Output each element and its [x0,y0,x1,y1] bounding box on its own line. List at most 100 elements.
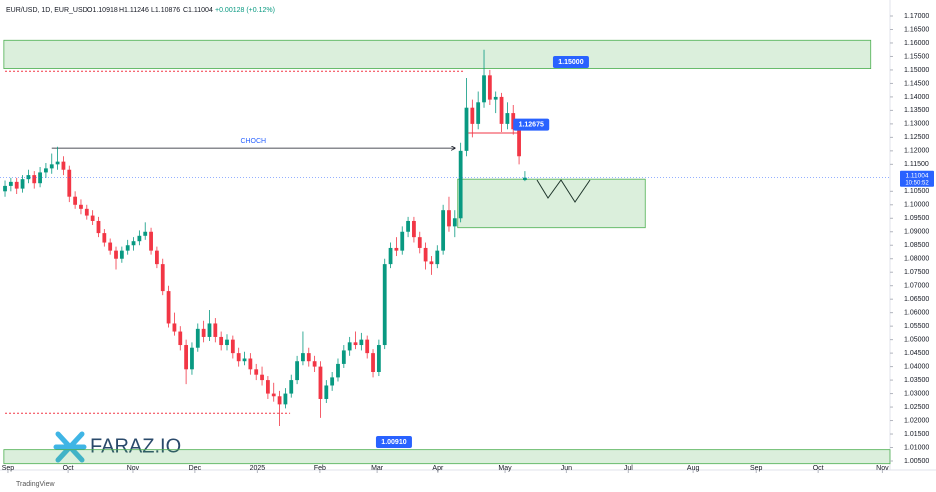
candle-body [458,150,463,219]
candle-body [32,175,37,184]
change: +0.00128 (+0.12%) [215,7,275,14]
y-tick-label: 1.11500 [904,161,929,168]
price-label-box [375,435,412,448]
candle-body [178,331,183,346]
candle-body [336,363,340,378]
price-label: 1.00910 [381,439,406,446]
logo-mark [53,431,87,463]
y-tick-label: 1.08500 [904,242,929,249]
y-tick-label: 1.04500 [904,350,929,357]
candle-body [149,231,153,251]
candle-body [476,102,481,124]
candle-body [14,181,19,189]
candle-body [400,231,405,251]
candle-body [166,291,171,324]
candle-body [365,339,370,354]
candle-body [90,215,95,221]
y-tick-label: 1.15500 [904,53,929,60]
zone [3,449,891,465]
x-tick-label: Jul [624,465,633,472]
y-tick-label: 1.00500 [904,458,929,465]
choch-label: CHOCH [240,138,266,145]
y-tick-label: 1.09000 [904,229,929,236]
x-tick-label: Mar [371,465,384,472]
candle-body [371,353,375,372]
y-tick-label: 1.09500 [904,215,929,222]
zigzag-drawing [536,179,591,203]
candle-body [8,181,13,186]
candle-body [271,393,276,397]
x-tick-label: Aug [687,465,700,472]
candle-body [73,196,78,205]
candle-body [201,328,206,337]
candle-body [248,358,253,370]
candle-body [230,339,235,354]
candle-body [423,247,428,262]
candle-body [131,241,136,246]
last-price-box [900,170,934,187]
candle-body [283,393,288,405]
price-label: 1.12675 [519,121,544,128]
candle-body [341,350,346,364]
candle-body [155,250,159,265]
y-tick-label: 1.05500 [904,323,929,330]
candle-body [464,107,469,151]
candle-body [265,380,270,394]
high: H1.11246 [119,7,149,14]
price-label-box [552,55,589,68]
logo-text: FARAZ.IO [90,435,181,457]
candle-body [242,358,247,362]
candle-body [376,345,381,372]
candle-body [55,161,60,165]
y-tick-label: 1.12000 [904,148,929,155]
candle-body [306,353,311,362]
candle-body [324,385,329,399]
x-tick-label: Oct [63,465,74,472]
candle-body [195,328,200,348]
x-tick-label: Nov [127,465,140,472]
candle-body [417,237,422,248]
candle-body [382,264,387,346]
y-tick-label: 1.01000 [904,444,929,451]
candle-body [318,366,323,399]
y-tick-label: 1.06500 [904,296,929,303]
x-tick-label: Apr [432,465,444,472]
candle-body [452,218,457,227]
candle-body [225,339,229,346]
candle-body [429,261,434,265]
candle-body [406,220,410,232]
x-tick-label: Jun [561,465,572,472]
y-tick-label: 1.15000 [904,67,929,74]
candle-body [184,345,189,370]
candle-body [482,75,486,103]
y-tick-label: 1.07500 [904,269,929,276]
candle-body [493,96,498,100]
y-tick-label: 1.07000 [904,283,929,290]
candle-body [312,361,317,367]
last-price-time: 10:50:52 [905,180,929,186]
candle-body [277,396,282,405]
candle-body [435,250,440,265]
y-tick-label: 1.03000 [904,390,929,397]
y-tick-label: 1.14500 [904,80,929,87]
x-tick-label: Sep [2,465,15,472]
logo: FARAZ.IO [53,431,181,463]
candle-body [84,208,89,216]
candle-body [143,231,148,236]
close: C1.11004 [183,7,213,14]
candle-body [394,247,399,251]
y-tick-label: 1.02000 [904,417,929,424]
y-tick-label: 1.16000 [904,40,929,47]
y-tick-label: 1.16500 [904,26,929,33]
y-tick-label: 1.08000 [904,256,929,263]
y-tick-label: 1.06000 [904,310,929,317]
x-tick-label: 2025 [250,465,266,472]
candle-body [114,250,118,259]
candle-body [447,210,451,227]
candle-body [20,179,25,189]
y-tick-label: 1.13500 [904,107,929,114]
candle-body [102,233,107,243]
candle-body [108,242,113,251]
footer: TradingView [16,481,55,488]
